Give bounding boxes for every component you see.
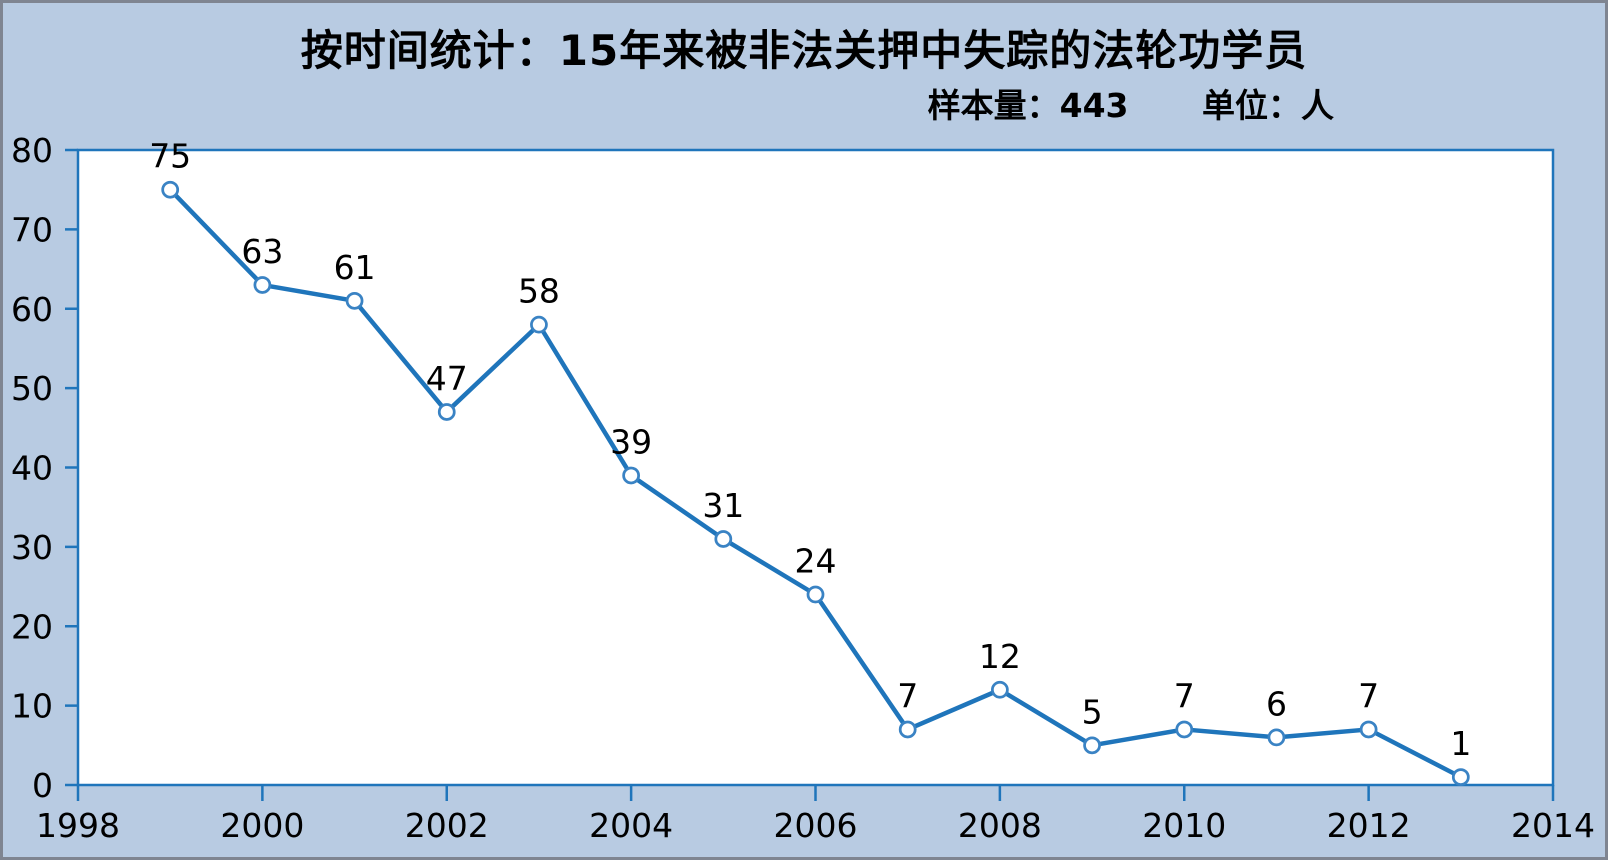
x-axis-tick-label: 1998 [36, 806, 120, 845]
y-axis-tick-label: 20 [11, 607, 53, 646]
x-axis-tick-label: 2008 [958, 806, 1042, 845]
x-axis-tick-label: 2006 [774, 806, 858, 845]
y-axis-tick-label: 50 [11, 369, 53, 408]
data-point-marker [253, 276, 272, 294]
data-point-marker [1083, 736, 1101, 755]
data-point-marker [898, 720, 917, 739]
x-axis-tick-label: 2000 [220, 806, 304, 845]
data-point-marker [345, 291, 364, 310]
data-point-label: 75 [149, 137, 191, 176]
sample-size-label: 样本量：443 [927, 86, 1129, 125]
data-point-label: 12 [979, 637, 1021, 676]
data-point-label: 7 [1358, 676, 1379, 715]
data-point-marker [1175, 720, 1194, 739]
x-axis-tick-label: 2002 [405, 806, 489, 845]
y-axis-tick-label: 40 [11, 449, 53, 488]
y-axis-tick-label: 0 [32, 766, 53, 805]
data-point-label: 24 [795, 542, 837, 581]
data-point-marker [714, 530, 733, 548]
data-point-label: 58 [518, 272, 560, 311]
data-point-label: 63 [241, 232, 283, 271]
x-axis-tick-label: 2012 [1327, 806, 1411, 845]
data-point-label: 1 [1450, 724, 1471, 763]
data-point-label: 7 [897, 676, 918, 715]
data-point-label: 39 [610, 422, 652, 461]
x-axis-tick-label: 2014 [1511, 806, 1595, 845]
y-axis-tick-label: 10 [11, 687, 53, 726]
plot-area [76, 148, 1555, 787]
y-axis-tick-label: 60 [11, 290, 53, 329]
data-point-marker [161, 180, 180, 199]
data-point-label: 6 [1266, 684, 1287, 723]
x-axis-tick-label: 2010 [1142, 806, 1226, 845]
data-point-marker [1451, 768, 1470, 786]
data-point-marker [1359, 720, 1378, 739]
chart-title: 按时间统计：15年来被非法关押中失踪的法轮功学员 [300, 26, 1308, 75]
data-point-label: 61 [334, 248, 376, 287]
data-point-marker [437, 403, 456, 421]
line-chart: 0 10 20 30 40 50 60 70 80 1998 2000 2002 2004 2006 200… [11, 131, 1595, 845]
y-axis-tick-label: 70 [11, 210, 53, 249]
data-point-label: 7 [1174, 676, 1195, 715]
data-point-marker [530, 315, 548, 334]
unit-label: 单位：人 [1202, 86, 1334, 125]
x-axis-tick-label: 2004 [589, 806, 673, 845]
data-point-label: 5 [1082, 692, 1103, 731]
y-axis-tick-label: 30 [11, 528, 53, 567]
data-point-marker [1267, 728, 1286, 747]
y-axis-tick-label: 80 [11, 131, 53, 170]
data-point-label: 31 [702, 486, 744, 525]
data-point-marker [991, 680, 1009, 699]
data-point-label: 47 [426, 359, 468, 398]
data-point-marker [806, 585, 825, 604]
chart-subtitle: 样本量：443 单位：人 [928, 79, 1334, 127]
data-point-marker [622, 466, 640, 485]
